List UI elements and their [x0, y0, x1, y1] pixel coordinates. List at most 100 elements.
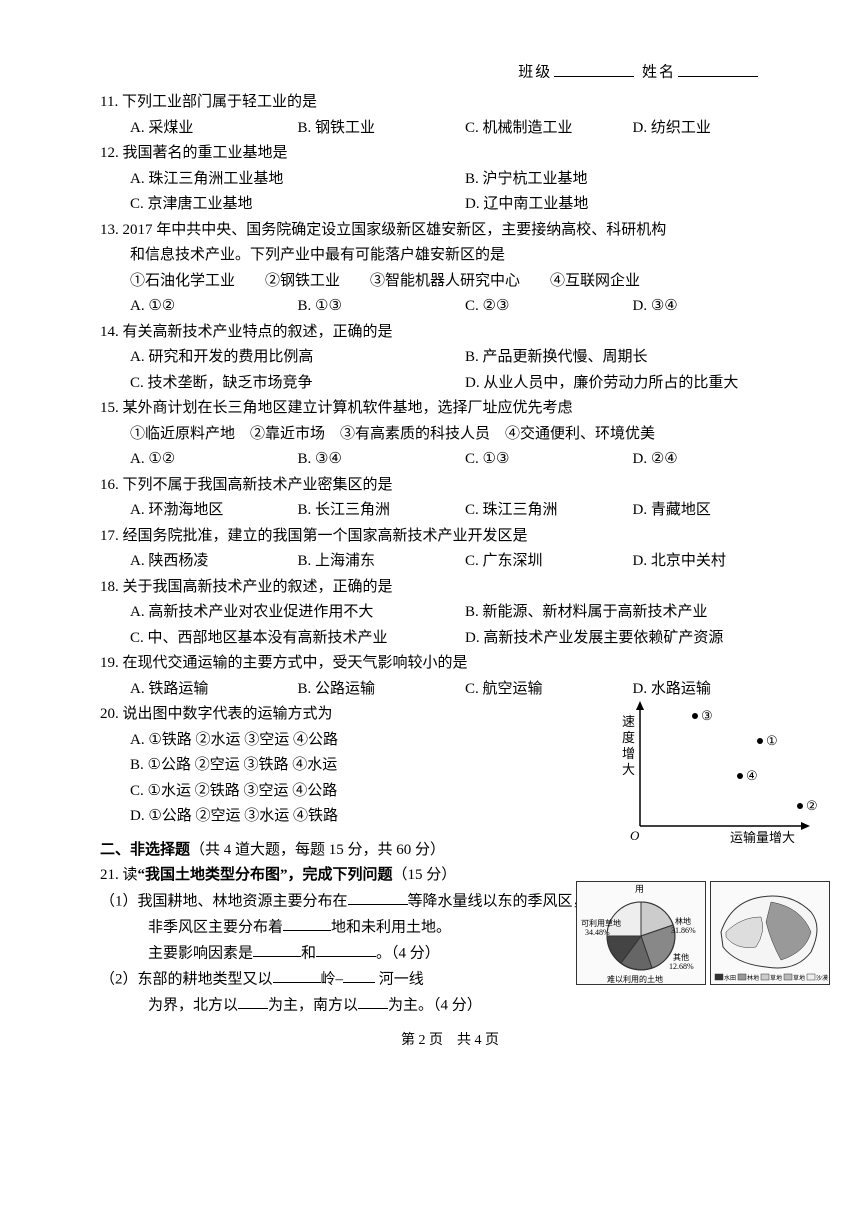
- q13-C[interactable]: C. ②③: [465, 294, 633, 320]
- q15-A[interactable]: A. ①②: [130, 447, 298, 473]
- q11-C[interactable]: C. 机械制造工业: [465, 116, 633, 142]
- q14: 14. 有关高新技术产业特点的叙述，正确的是 A. 研究和开发的费用比例高 B.…: [100, 320, 800, 397]
- q17-options: A. 陕西杨凌 B. 上海浦东 C. 广东深圳 D. 北京中关村: [100, 549, 800, 575]
- q19-C[interactable]: C. 航空运输: [465, 677, 633, 703]
- svg-text:③: ③: [701, 708, 713, 723]
- q16-B[interactable]: B. 长江三角洲: [298, 498, 466, 524]
- blank-2-1[interactable]: [273, 967, 321, 984]
- blank-1-2[interactable]: [283, 915, 331, 932]
- q11-stem: 11. 下列工业部门属于轻工业的是: [100, 90, 800, 116]
- q16-stem: 16. 下列不属于我国高新技术产业密集区的是: [100, 473, 800, 499]
- q13-D[interactable]: D. ③④: [633, 294, 801, 320]
- blank-1-1[interactable]: [348, 889, 408, 906]
- q20-chart: 速 度 增 大 O 运输量增大 ③①④②: [610, 696, 820, 846]
- q15: 15. 某外商计划在长三角地区建立计算机软件基地，选择厂址应优先考虑 ①临近原料…: [100, 396, 800, 473]
- svg-text:增: 增: [622, 746, 635, 761]
- q21-1g: 。（4 分）: [376, 945, 440, 961]
- q18: 18. 关于我国高新技术产业的叙述，正确的是 A. 高新技术产业对农业促进作用不…: [100, 575, 800, 652]
- q16-C[interactable]: C. 珠江三角洲: [465, 498, 633, 524]
- q18-C[interactable]: C. 中、西部地区基本没有高新技术产业: [130, 626, 465, 652]
- q20-A[interactable]: A. ①铁路 ②水运 ③空运 ④公路: [130, 728, 520, 754]
- q17-A[interactable]: A. 陕西杨凌: [130, 549, 298, 575]
- q13-A[interactable]: A. ①②: [130, 294, 298, 320]
- header-line: 班级 姓名: [100, 60, 800, 86]
- q16-D[interactable]: D. 青藏地区: [633, 498, 801, 524]
- q12-C[interactable]: C. 京津唐工业基地: [130, 192, 465, 218]
- page-footer: 第 2 页 共 4 页: [100, 1029, 800, 1053]
- q13-options: A. ①② B. ①③ C. ②③ D. ③④: [100, 294, 800, 320]
- q12: 12. 我国著名的重工业基地是 A. 珠江三角洲工业基地 B. 沪宁杭工业基地 …: [100, 141, 800, 218]
- q13-B[interactable]: B. ①③: [298, 294, 466, 320]
- q14-A[interactable]: A. 研究和开发的费用比例高: [130, 345, 465, 371]
- q18-A[interactable]: A. 高新技术产业对农业促进作用不大: [130, 600, 465, 626]
- china-map: 水田 林地 草地 草地 沙漠: [710, 881, 830, 985]
- q13-stem2: 和信息技术产业。下列产业中最有可能落户雄安新区的是: [100, 243, 800, 269]
- q20-C[interactable]: C. ①水运 ②铁路 ③空运 ④公路: [130, 779, 520, 805]
- q14-D[interactable]: D. 从业人员中，廉价劳动力所占的比重大: [465, 371, 800, 397]
- q20-D[interactable]: D. ①公路 ②空运 ③水运 ④铁路: [130, 804, 520, 830]
- q21-1c: 非季风区主要分布着: [148, 919, 283, 935]
- q12-B[interactable]: B. 沪宁杭工业基地: [465, 167, 800, 193]
- q15-D[interactable]: D. ②④: [633, 447, 801, 473]
- q19-A[interactable]: A. 铁路运输: [130, 677, 298, 703]
- q21-figures: 用 可利用草地 34.48% 林地 31.86% 其他 12.68% 难以利用的…: [576, 881, 830, 985]
- q19-B[interactable]: B. 公路运输: [298, 677, 466, 703]
- q17-B[interactable]: B. 上海浦东: [298, 549, 466, 575]
- x-axis-label: 运输量增大: [730, 830, 795, 845]
- svg-text:度: 度: [622, 730, 635, 745]
- svg-text:草地: 草地: [793, 974, 805, 982]
- pie-chart-icon: 用 可利用草地 34.48% 林地 31.86% 其他 12.68% 难以利用的…: [577, 882, 705, 984]
- blank-2-3[interactable]: [238, 993, 268, 1010]
- q19-stem: 19. 在现代交通运输的主要方式中，受天气影响较小的是: [100, 651, 800, 677]
- q21-2d: 为界，北方以: [148, 997, 238, 1013]
- svg-text:31.86%: 31.86%: [671, 926, 696, 935]
- q12-A[interactable]: A. 珠江三角洲工业基地: [130, 167, 465, 193]
- q12-D[interactable]: D. 辽中南工业基地: [465, 192, 800, 218]
- q21-2c: 河一线: [375, 971, 424, 987]
- svg-text:12.68%: 12.68%: [669, 962, 694, 971]
- q18-D[interactable]: D. 高新技术产业发展主要依赖矿产资源: [465, 626, 800, 652]
- q21: 21. 读“我国土地类型分布图”，完成下列问题（15 分） （1）我国耕地、林地…: [100, 863, 800, 1019]
- section2-note: （共 4 道大题，每题 15 分，共 60 分）: [190, 842, 445, 858]
- pie-chart: 用 可利用草地 34.48% 林地 31.86% 其他 12.68% 难以利用的…: [576, 881, 706, 985]
- q20: 20. 说出图中数字代表的运输方式为 A. ①铁路 ②水运 ③空运 ④公路 B.…: [100, 702, 800, 830]
- svg-text:沙漠: 沙漠: [816, 974, 828, 982]
- q14-options: A. 研究和开发的费用比例高 B. 产品更新换代慢、周期长 C. 技术垄断，缺乏…: [100, 345, 800, 396]
- q16-options: A. 环渤海地区 B. 长江三角洲 C. 珠江三角洲 D. 青藏地区: [100, 498, 800, 524]
- q11-D[interactable]: D. 纺织工业: [633, 116, 801, 142]
- q18-B[interactable]: B. 新能源、新材料属于高新技术产业: [465, 600, 800, 626]
- blank-2-2[interactable]: [343, 967, 375, 984]
- q21-sub2: （2）东部的耕地类型又以岭– 河一线: [100, 967, 520, 993]
- q15-B[interactable]: B. ③④: [298, 447, 466, 473]
- svg-text:大: 大: [622, 762, 635, 777]
- blank-1-4[interactable]: [316, 941, 376, 958]
- class-blank[interactable]: [554, 60, 634, 77]
- q15-C[interactable]: C. ①③: [465, 447, 633, 473]
- q20-B[interactable]: B. ①公路 ②空运 ③铁路 ④水运: [130, 753, 520, 779]
- q11-options: A. 采煤业 B. 钢铁工业 C. 机械制造工业 D. 纺织工业: [100, 116, 800, 142]
- name-blank[interactable]: [678, 60, 758, 77]
- q17-C[interactable]: C. 广东深圳: [465, 549, 633, 575]
- scatter-chart-icon: 速 度 增 大 O 运输量增大 ③①④②: [610, 696, 820, 846]
- svg-text:草地: 草地: [770, 974, 782, 982]
- q21-2b: 岭–: [321, 971, 344, 987]
- q21-2f: 为主。（4 分）: [388, 997, 482, 1013]
- q12-stem: 12. 我国著名的重工业基地是: [100, 141, 800, 167]
- q21-1d: 地和未利用土地。: [331, 919, 451, 935]
- q21-sub1c: 主要影响因素是和。（4 分）: [100, 941, 520, 967]
- q11-A[interactable]: A. 采煤业: [130, 116, 298, 142]
- q14-B[interactable]: B. 产品更新换代慢、周期长: [465, 345, 800, 371]
- q17-D[interactable]: D. 北京中关村: [633, 549, 801, 575]
- blank-1-3[interactable]: [253, 941, 301, 958]
- name-label: 姓名: [642, 65, 676, 81]
- svg-text:林地: 林地: [747, 974, 759, 982]
- svg-text:水田: 水田: [724, 974, 736, 982]
- q17: 17. 经国务院批准，建立的我国第一个国家高新技术产业开发区是 A. 陕西杨凌 …: [100, 524, 800, 575]
- q14-C[interactable]: C. 技术垄断，缺乏市场竞争: [130, 371, 465, 397]
- q21-1a: （1）我国耕地、林地资源主要分布在: [100, 893, 348, 909]
- q21-suffix: ，完成下列问题: [288, 867, 393, 883]
- q11-B[interactable]: B. 钢铁工业: [298, 116, 466, 142]
- q18-options: A. 高新技术产业对农业促进作用不大 B. 新能源、新材料属于高新技术产业 C.…: [100, 600, 800, 651]
- q16-A[interactable]: A. 环渤海地区: [130, 498, 298, 524]
- blank-2-4[interactable]: [358, 993, 388, 1010]
